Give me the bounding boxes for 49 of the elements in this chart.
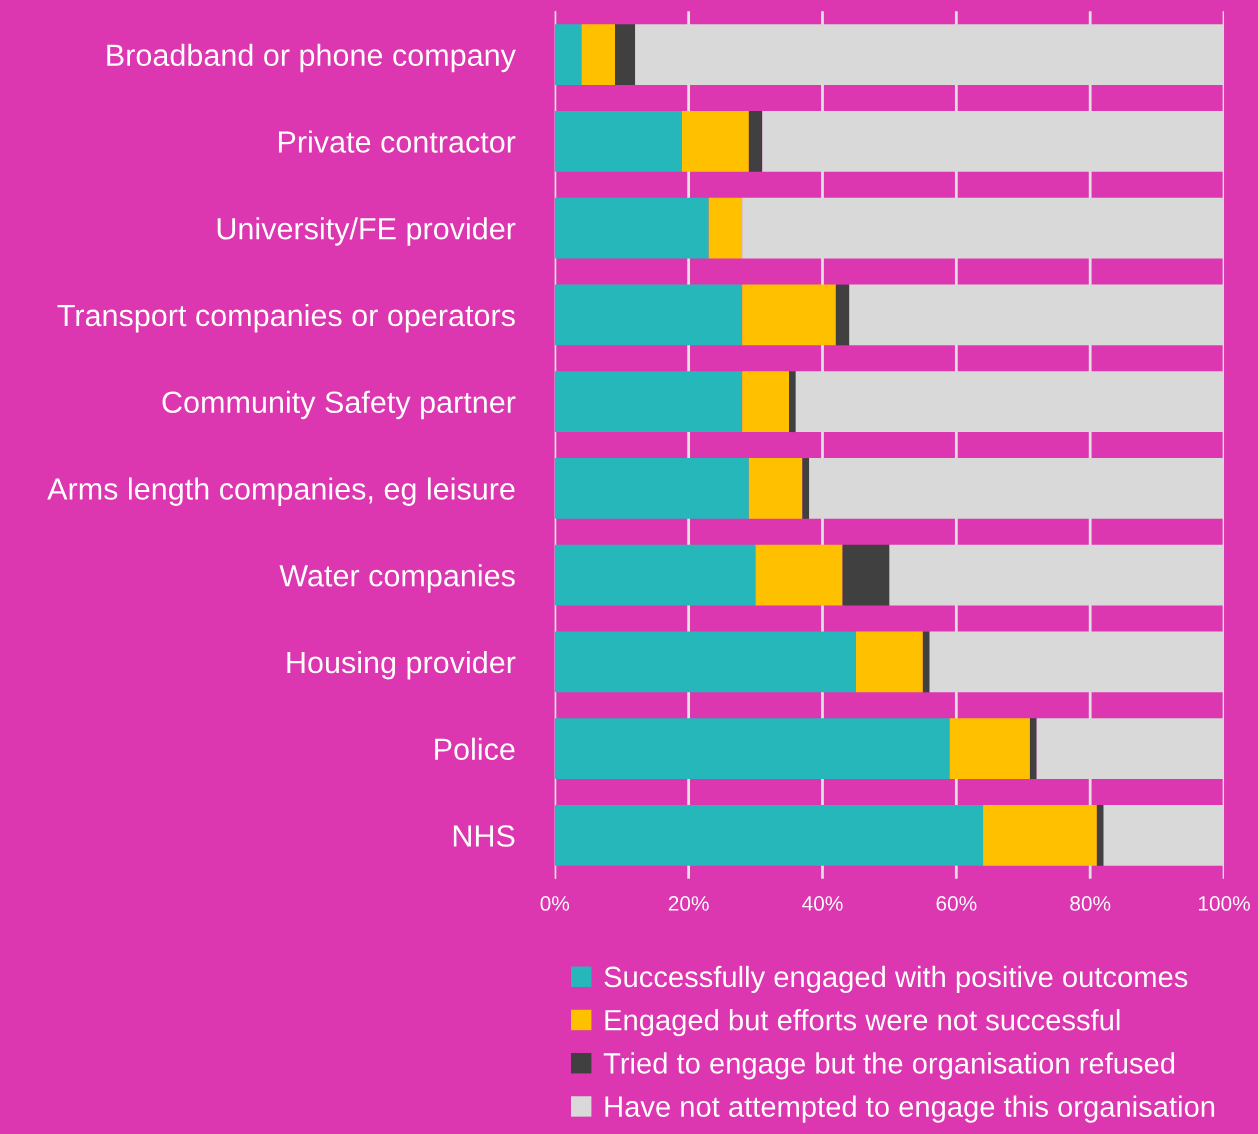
bar	[855, 631, 923, 693]
bar	[983, 805, 1097, 866]
bar	[554, 544, 756, 606]
x-tick-label: 0%	[540, 896, 570, 911]
bar	[835, 284, 850, 346]
y-tick-label: University/FE provider	[217, 217, 516, 246]
bar	[1096, 805, 1104, 866]
bar	[748, 458, 803, 519]
bar	[742, 284, 836, 346]
bar	[949, 718, 1030, 780]
bar	[922, 631, 930, 693]
y-tick-label: NHS	[453, 825, 515, 847]
y-tick-label: Private contractor	[278, 130, 516, 153]
bar	[554, 458, 749, 519]
y-tick-label: Broadband or phone company	[107, 43, 516, 73]
bar	[581, 24, 616, 86]
bar	[554, 805, 984, 866]
bar	[615, 24, 636, 86]
bar	[708, 197, 743, 259]
bar	[554, 24, 582, 86]
x-tick-label: 60%	[936, 896, 977, 911]
bar	[748, 111, 763, 172]
bar	[554, 197, 709, 259]
bar	[554, 284, 743, 346]
y-tick-label: Transport companies or operators	[57, 303, 515, 333]
y-tick-label: Police	[435, 737, 515, 761]
bar	[1029, 718, 1037, 780]
bar	[554, 718, 950, 780]
y-tick-label: Housing provider	[287, 650, 516, 680]
bar	[842, 544, 890, 606]
bar	[755, 544, 843, 606]
bar	[554, 111, 682, 172]
legend-label: Successfully engaged with positive outcomes	[604, 965, 1188, 994]
x-tick-label: 40%	[802, 896, 843, 911]
bar	[789, 371, 796, 433]
legend-label: Tried to engage but the organisation refused	[603, 1052, 1175, 1080]
y-tick-label: Community Safety partner	[162, 390, 516, 420]
legend-label: Engaged but efforts were not successful	[605, 1009, 1120, 1037]
bar	[742, 371, 790, 433]
x-tick-label: 100%	[1198, 896, 1250, 911]
bar	[554, 371, 743, 433]
x-tick-label: 80%	[1070, 896, 1111, 911]
bar	[554, 631, 856, 693]
bar	[802, 458, 810, 519]
y-tick-label: Water companies	[279, 564, 515, 593]
bar	[681, 111, 749, 172]
x-tick-label: 20%	[668, 896, 709, 911]
legend-label: Have not attempted to engage this organisation	[605, 1095, 1215, 1123]
y-tick-label: Arms length companies, eg leisure	[47, 477, 515, 506]
